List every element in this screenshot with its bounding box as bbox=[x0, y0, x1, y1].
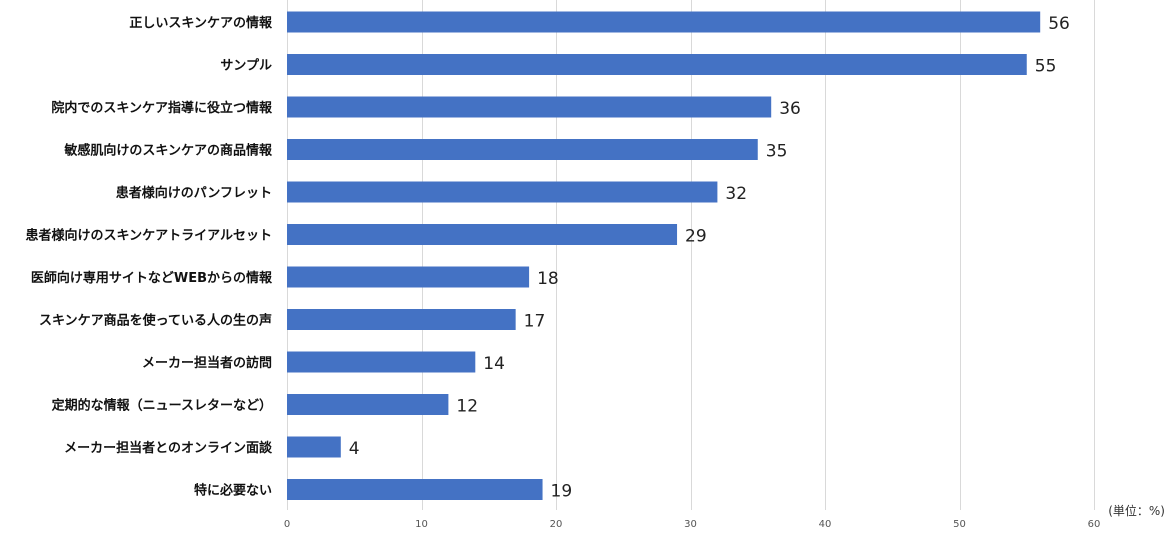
value-label: 19 bbox=[551, 482, 573, 502]
bar bbox=[287, 436, 341, 458]
value-labels: 56 55 36 35 32 29 18 17 14 12 4 19 bbox=[349, 14, 1070, 502]
value-label: 36 bbox=[779, 99, 801, 119]
category-label: 定期的な情報（ニュースレターなど） bbox=[51, 398, 272, 414]
bar bbox=[287, 479, 543, 500]
bar bbox=[287, 139, 758, 160]
bar bbox=[287, 54, 1027, 75]
bar bbox=[287, 224, 678, 245]
category-label: メーカー担当者とのオンライン面談 bbox=[64, 440, 273, 456]
bar bbox=[287, 181, 718, 203]
category-label: 敏感肌向けのスキンケアの商品情報 bbox=[63, 143, 273, 159]
bar bbox=[287, 96, 772, 118]
category-label: 医師向け専用サイトなどWEBからの情報 bbox=[31, 270, 273, 286]
bar bbox=[287, 11, 1041, 33]
x-tick-label: 20 bbox=[550, 519, 563, 530]
value-label: 55 bbox=[1035, 57, 1057, 77]
value-label: 56 bbox=[1048, 14, 1070, 34]
value-label: 17 bbox=[524, 312, 546, 332]
gridlines bbox=[287, 0, 1095, 510]
x-tick-label: 60 bbox=[1088, 519, 1101, 530]
x-tick-label: 40 bbox=[819, 519, 832, 530]
value-label: 29 bbox=[685, 227, 707, 247]
unit-label: (単位：%) bbox=[1108, 503, 1165, 518]
category-label: 特に必要ない bbox=[194, 483, 272, 499]
bar bbox=[287, 266, 530, 288]
category-label: サンプル bbox=[220, 59, 272, 74]
bar bbox=[287, 309, 516, 330]
category-labels: 正しいスキンケアの情報サンプル院内でのスキンケア指導に役立つ情報敏感肌向けのスキ… bbox=[26, 15, 273, 499]
value-label: 12 bbox=[456, 397, 478, 417]
category-label: 院内でのスキンケア指導に役立つ情報 bbox=[51, 100, 273, 116]
value-label: 18 bbox=[537, 269, 559, 289]
value-label: 4 bbox=[349, 439, 360, 459]
category-label: 患者様向けのスキンケアトライアルセット bbox=[26, 228, 272, 244]
bars bbox=[287, 11, 1041, 500]
value-label: 35 bbox=[766, 142, 788, 162]
x-axis-ticks: 0 10 20 30 40 50 60 bbox=[284, 519, 1101, 530]
value-label: 32 bbox=[725, 184, 747, 204]
x-tick-label: 10 bbox=[415, 519, 428, 530]
bar bbox=[287, 394, 449, 415]
bar bbox=[287, 351, 476, 373]
category-label: スキンケア商品を使っている人の生の声 bbox=[39, 313, 272, 329]
category-label: 正しいスキンケアの情報 bbox=[129, 15, 273, 31]
x-tick-label: 50 bbox=[953, 519, 966, 530]
value-label: 14 bbox=[483, 354, 505, 374]
x-tick-label: 30 bbox=[684, 519, 697, 530]
category-label: メーカー担当者の訪問 bbox=[142, 355, 272, 371]
category-label: 患者様向けのパンフレット bbox=[116, 185, 272, 201]
x-tick-label: 0 bbox=[284, 519, 290, 530]
